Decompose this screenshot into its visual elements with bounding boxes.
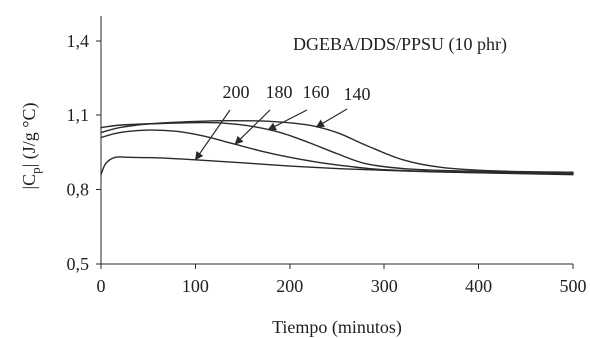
x-tick-label: 100 [182, 276, 209, 296]
annotation-arrow-200 [194, 109, 231, 161]
y-tick-label: 1,1 [67, 105, 90, 125]
annotation-arrow-180 [234, 109, 271, 145]
chart-title: DGEBA/DDS/PPSU (10 phr) [293, 34, 507, 55]
axes: 0 100 200 300 400 500 0,5 0,8 1,1 1,4 [67, 16, 587, 296]
x-tick-label: 400 [465, 276, 492, 296]
y-axis-title-prefix: |C [19, 174, 39, 190]
series-line-160 [100, 121, 574, 175]
y-axis-title-subscript: p [28, 167, 43, 174]
y-axis-title-suffix: | (J/g °C) [19, 103, 40, 168]
x-tick-label: 300 [371, 276, 398, 296]
series-line-180 [100, 129, 574, 175]
series-line-200 [100, 156, 574, 176]
x-tick-label: 0 [97, 276, 106, 296]
x-tick-label: 500 [560, 276, 587, 296]
series-label-140: 140 [344, 84, 371, 104]
series-layer [100, 119, 574, 176]
x-tick-label: 200 [276, 276, 303, 296]
x-axis-title: Tiempo (minutos) [272, 317, 402, 338]
y-tick-label: 0,5 [67, 254, 90, 274]
y-axis-title: |Cp| (J/g °C) [19, 103, 43, 190]
series-label-200: 200 [223, 82, 250, 102]
annotation-arrow-140 [315, 108, 348, 128]
annotation-layer: 200 180 160 140 [194, 82, 371, 161]
y-axis-title-text: |Cp| (J/g °C) [19, 103, 43, 190]
annotation-arrow-160 [267, 109, 308, 131]
y-tick-label: 1,4 [67, 31, 90, 51]
series-label-180: 180 [266, 82, 293, 102]
series-label-160: 160 [303, 82, 330, 102]
y-tick-label: 0,8 [67, 180, 90, 200]
